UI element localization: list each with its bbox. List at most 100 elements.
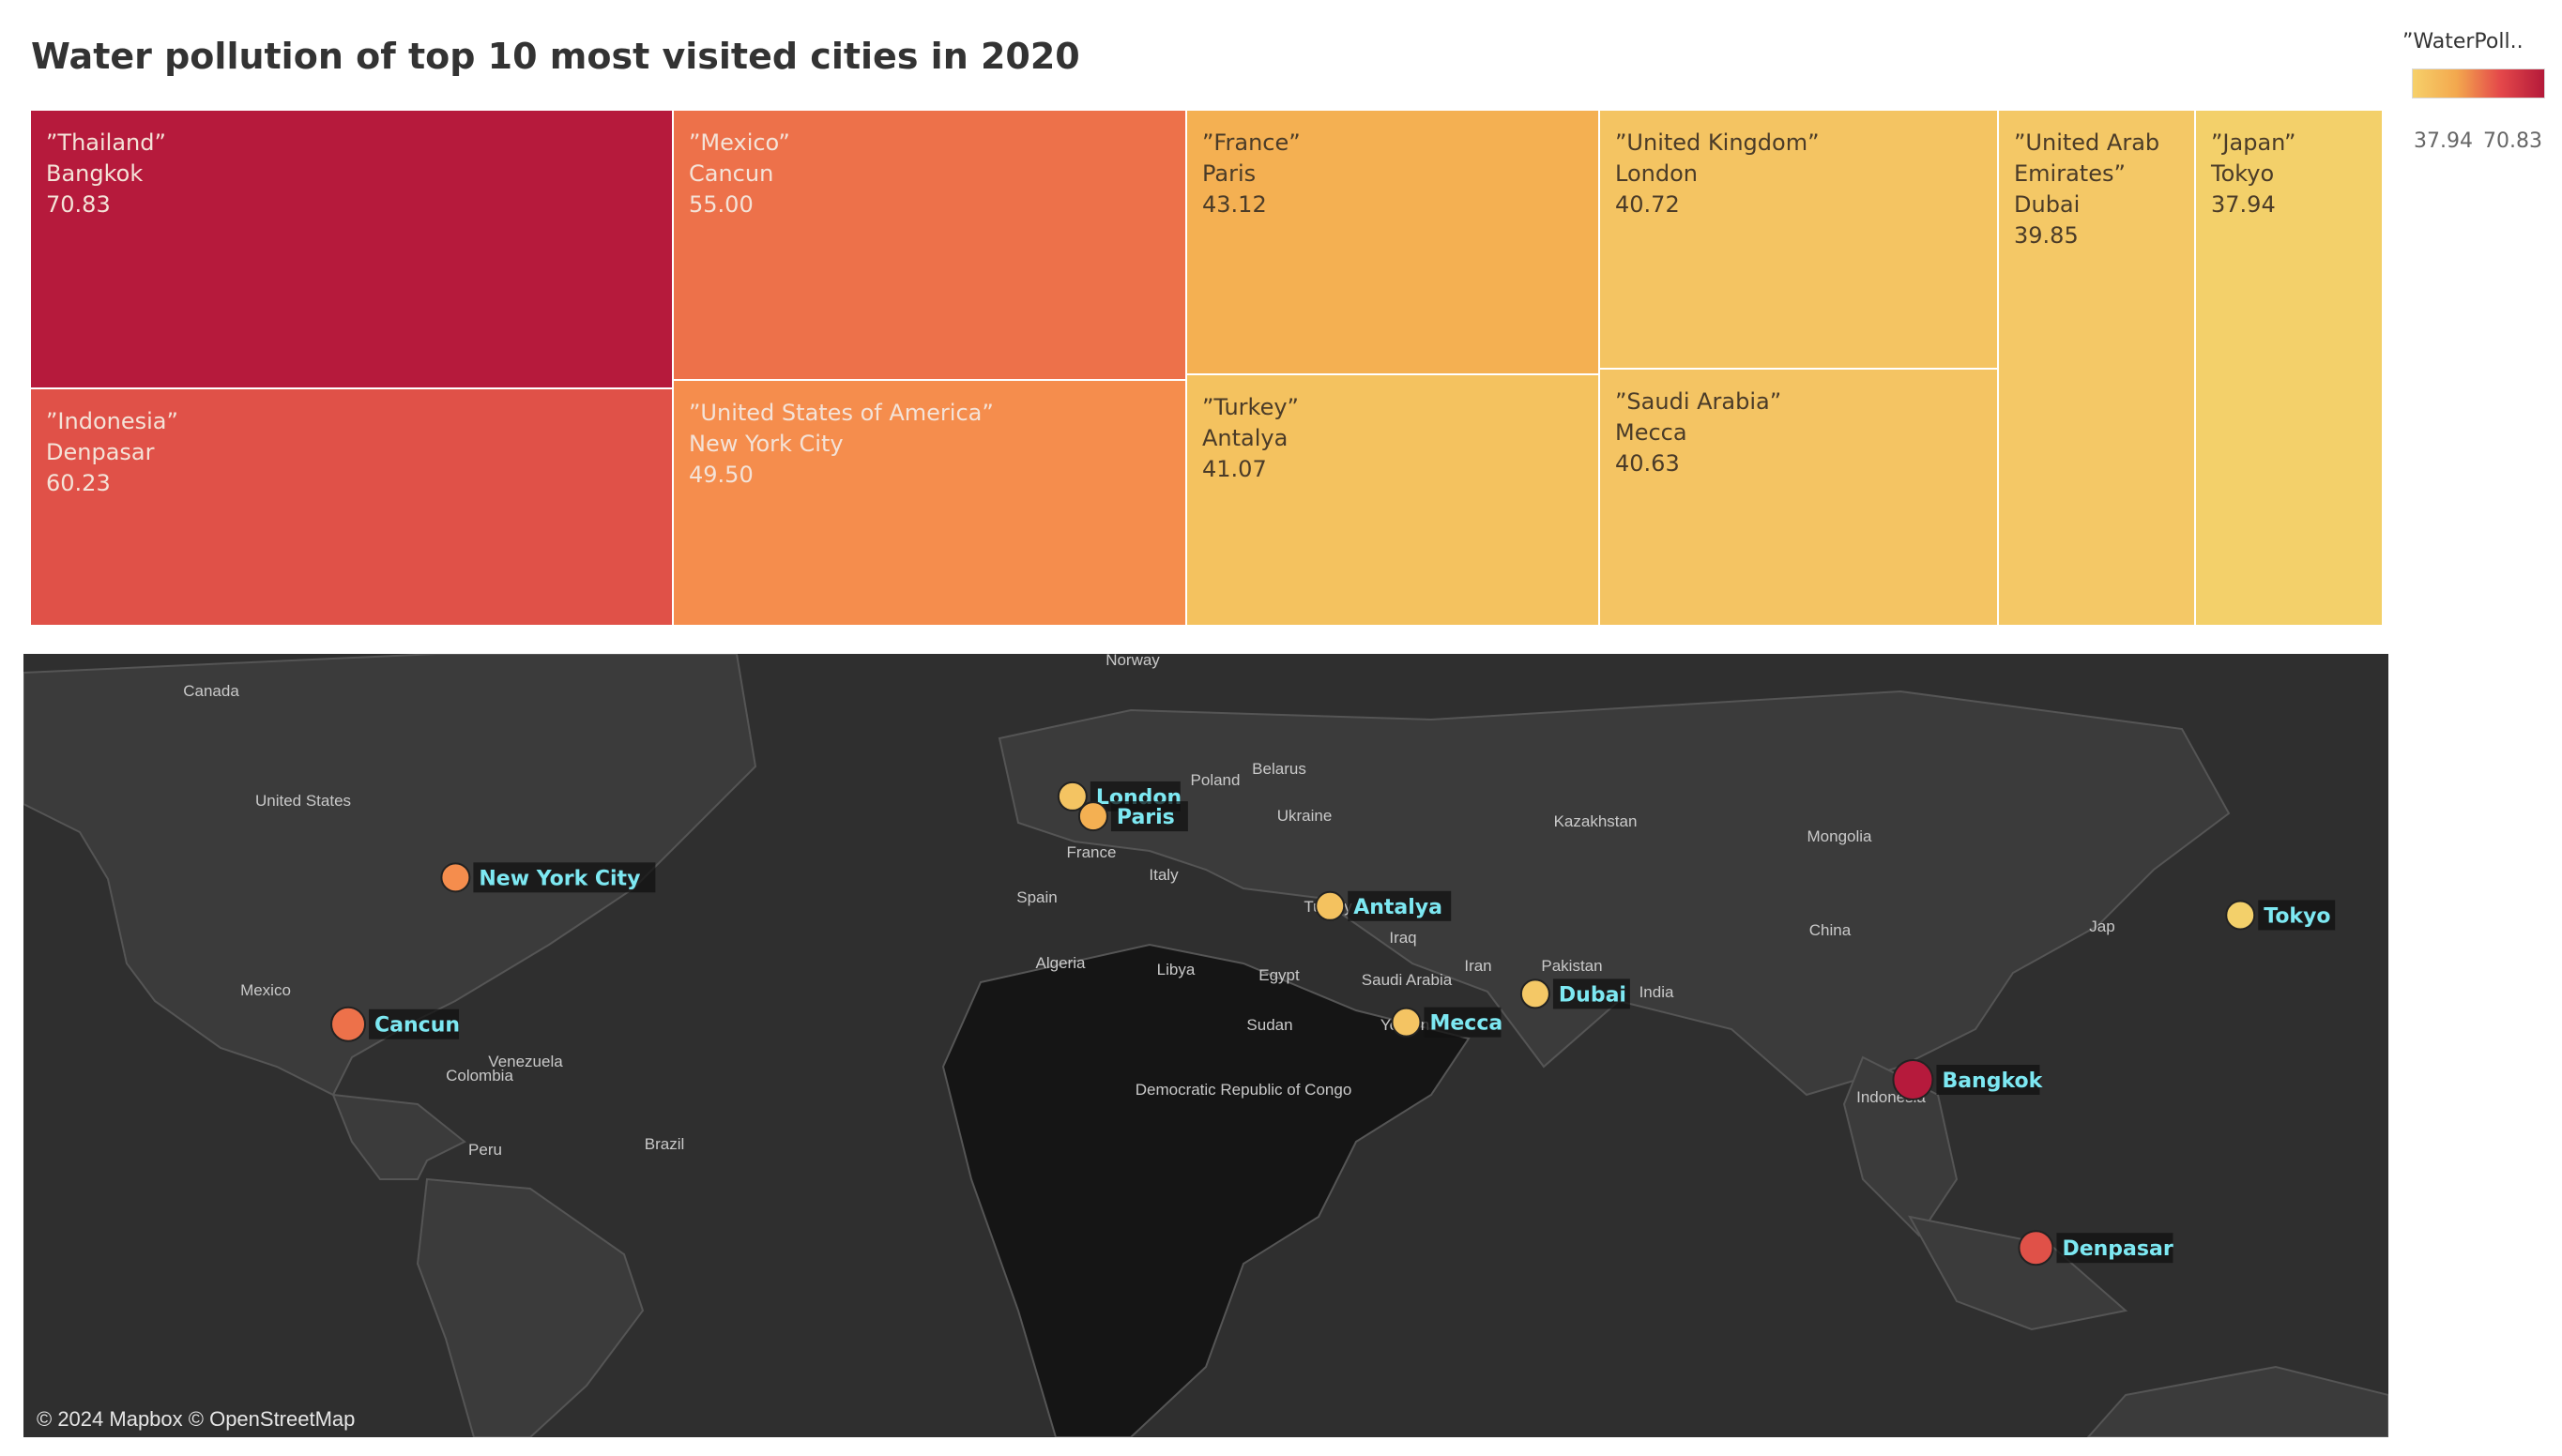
tile-country-label: ”France” bbox=[1202, 129, 1301, 156]
tile-value-label: 43.12 bbox=[1202, 191, 1267, 218]
map-place-label: Canada bbox=[183, 682, 239, 700]
map-point[interactable] bbox=[1315, 890, 1346, 921]
tile-value-label: 39.85 bbox=[2014, 222, 2079, 249]
map-point-label-background bbox=[1110, 801, 1188, 832]
tile-country-label: ”Thailand” bbox=[46, 129, 166, 156]
tile-city-label: Dubai bbox=[2014, 191, 2081, 218]
treemap-tile[interactable]: ”Thailand” Bangkok 70.83 bbox=[31, 111, 674, 389]
tile-country-label: ”Mexico” bbox=[689, 129, 790, 156]
map-point[interactable] bbox=[330, 1006, 367, 1042]
map-place-label: Democratic Republic of Congo bbox=[1136, 1081, 1352, 1099]
map-point[interactable] bbox=[1077, 801, 1108, 832]
map-point-label: Dubai bbox=[1559, 983, 1626, 1007]
tile-value-label: 40.72 bbox=[1615, 191, 1680, 218]
map-place-label: India bbox=[1639, 983, 1674, 1001]
map-point[interactable] bbox=[1391, 1007, 1422, 1038]
treemap-tile[interactable]: ”France” Paris 43.12 bbox=[1187, 111, 1600, 375]
map-point[interactable] bbox=[1057, 781, 1088, 811]
map-point-label-background bbox=[2258, 900, 2336, 931]
map-point-label: Paris bbox=[1117, 806, 1175, 829]
map-point-label-background bbox=[2056, 1233, 2173, 1264]
map-place-label: Algeria bbox=[1036, 954, 1086, 972]
map-place-label: Iraq bbox=[1389, 929, 1416, 947]
tile-value-label: 60.23 bbox=[46, 470, 111, 496]
map-place-label: Kazakhstan bbox=[1554, 812, 1638, 830]
tile-country-label: ”United Arab Emirates” bbox=[2014, 129, 2167, 187]
map-place-label: Egypt bbox=[1258, 966, 1300, 984]
tile-city-label: Bangkok bbox=[46, 160, 144, 187]
map-place-label: China bbox=[1809, 921, 1852, 939]
world-map[interactable]: Norway Canada Poland Belarus Ukraine Kazakhst… bbox=[23, 654, 2388, 1437]
treemap-tile[interactable]: ”Indonesia” Denpasar 60.23 bbox=[31, 389, 674, 627]
tile-city-label: Antalya bbox=[1202, 425, 1289, 451]
tile-country-label: ”Indonesia” bbox=[46, 408, 178, 434]
map-point-label-background bbox=[369, 1009, 460, 1039]
map-point[interactable] bbox=[2225, 900, 2256, 931]
map-place-label: Italy bbox=[1149, 866, 1179, 884]
map-point[interactable] bbox=[440, 862, 471, 893]
treemap-tile[interactable]: ”United Arab Emirates” Dubai 39.85 bbox=[1999, 111, 2196, 627]
tile-city-label: New York City bbox=[689, 431, 844, 457]
map-point[interactable] bbox=[1892, 1059, 1934, 1100]
tile-country-label: ”Saudi Arabia” bbox=[1615, 388, 1782, 415]
color-legend: ”WaterPoll.. 37.94 70.83 bbox=[2402, 30, 2562, 153]
map-canvas: Norway Canada Poland Belarus Ukraine Kazakhst… bbox=[23, 654, 2388, 1437]
tile-city-label: Cancun bbox=[689, 160, 774, 187]
map-point-label: Denpasar bbox=[2062, 1237, 2173, 1261]
map-place-label: Jap bbox=[2089, 918, 2114, 935]
tile-city-label: Denpasar bbox=[46, 439, 155, 465]
map-point-label-background bbox=[1552, 978, 1630, 1009]
map-place-label: Colombia bbox=[446, 1067, 513, 1084]
map-place-label: Sudan bbox=[1246, 1016, 1292, 1034]
map-point-label: Cancun bbox=[374, 1014, 460, 1038]
map-place-label: United States bbox=[255, 792, 351, 810]
treemap-tile[interactable]: ”United States of America” New York City 4… bbox=[674, 381, 1187, 627]
treemap-tile[interactable]: ”Japan” Tokyo 37.94 bbox=[2196, 111, 2384, 627]
map-place-label: Ukraine bbox=[1277, 807, 1333, 825]
tile-value-label: 37.94 bbox=[2211, 191, 2276, 218]
map-place-label: Pakistan bbox=[1541, 957, 1602, 975]
tile-country-label: ”United States of America” bbox=[689, 400, 994, 426]
tile-city-label: London bbox=[1615, 160, 1698, 187]
map-place-label: Belarus bbox=[1252, 760, 1306, 778]
map-place-label: Libya bbox=[1157, 961, 1196, 978]
treemap-tile[interactable]: ”United Kingdom” London 40.72 bbox=[1600, 111, 1999, 370]
map-place-label: Saudi Arabia bbox=[1362, 971, 1453, 989]
tile-value-label: 70.83 bbox=[46, 191, 111, 218]
map-place-label: Mexico bbox=[240, 981, 291, 999]
tile-country-label: ”Japan” bbox=[2211, 129, 2296, 156]
tile-city-label: Mecca bbox=[1615, 419, 1687, 446]
tile-country-label: ”Turkey” bbox=[1202, 394, 1299, 420]
treemap-tile[interactable]: ”Turkey” Antalya 41.07 bbox=[1187, 375, 1600, 627]
map-place-label: France bbox=[1067, 843, 1117, 861]
chart-title: Water pollution of top 10 most visited c… bbox=[31, 36, 1080, 77]
map-point-label-background bbox=[1348, 890, 1452, 921]
legend-min-label: 37.94 bbox=[2414, 129, 2473, 153]
legend-max-label: 70.83 bbox=[2483, 129, 2542, 153]
tile-value-label: 41.07 bbox=[1202, 456, 1267, 482]
tile-city-label: Tokyo bbox=[2211, 160, 2275, 187]
map-point[interactable] bbox=[2018, 1230, 2054, 1266]
treemap-tile[interactable]: ”Saudi Arabia” Mecca 40.63 bbox=[1600, 370, 1999, 627]
tile-value-label: 55.00 bbox=[689, 191, 754, 218]
map-point-label-background bbox=[1936, 1065, 2040, 1095]
map-attribution: © 2024 Mapbox © OpenStreetMap bbox=[37, 1407, 356, 1431]
map-place-label: Poland bbox=[1191, 771, 1241, 789]
map-point-label: Bangkok bbox=[1942, 1069, 2043, 1093]
tile-value-label: 49.50 bbox=[689, 462, 754, 488]
map-point-label: Tokyo bbox=[2264, 904, 2330, 928]
map-place-label: Brazil bbox=[645, 1135, 685, 1153]
tile-value-label: 40.63 bbox=[1615, 450, 1680, 477]
map-point[interactable] bbox=[1519, 978, 1550, 1009]
map-place-label: Peru bbox=[468, 1141, 502, 1159]
map-place-label: Venezuela bbox=[488, 1053, 563, 1070]
tile-city-label: Paris bbox=[1202, 160, 1257, 187]
tile-country-label: ”United Kingdom” bbox=[1615, 129, 1820, 156]
map-point-label: Antalya bbox=[1353, 896, 1442, 919]
treemap-tile[interactable]: ”Mexico” Cancun 55.00 bbox=[674, 111, 1187, 381]
map-place-label: Spain bbox=[1016, 888, 1057, 906]
map-point-label-background bbox=[473, 862, 656, 893]
map-point-label-background bbox=[1424, 1007, 1502, 1038]
map-point-label: New York City bbox=[479, 867, 640, 890]
map-point-label: Mecca bbox=[1429, 1012, 1502, 1036]
